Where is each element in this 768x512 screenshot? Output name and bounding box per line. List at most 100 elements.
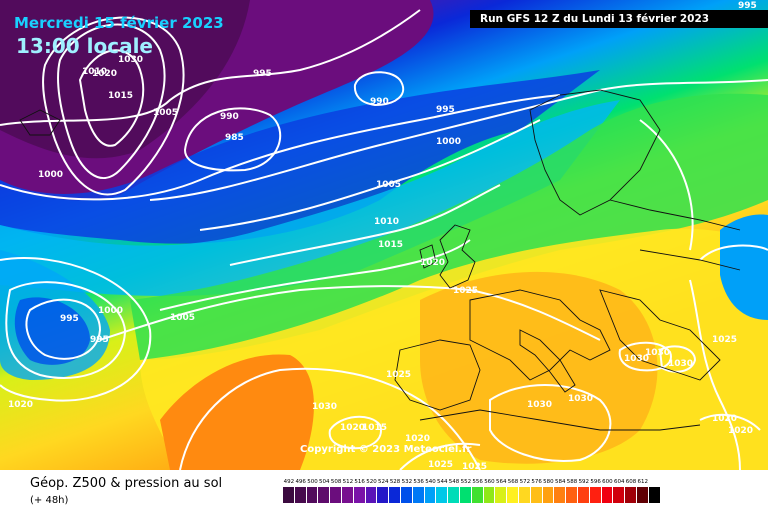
- isobar-label: 1010: [82, 67, 107, 77]
- legend-cell: 548: [448, 478, 460, 503]
- legend-swatch: [554, 487, 567, 503]
- legend-swatch: [483, 487, 496, 503]
- legend-swatch: [318, 487, 331, 503]
- legend-label: 492: [283, 479, 295, 485]
- isobar-label: 1030: [118, 55, 143, 65]
- legend-cell: 580: [542, 478, 555, 503]
- legend-cell: 508: [330, 478, 342, 503]
- legend-swatch: [294, 487, 307, 503]
- legend-label: 608: [625, 479, 637, 485]
- legend-label: 552: [460, 479, 472, 485]
- legend-swatch: [400, 487, 413, 503]
- legend-cell: 604: [613, 478, 626, 503]
- legend-swatch: [577, 487, 590, 503]
- legend-swatch: [424, 487, 437, 503]
- legend-label: 504: [319, 479, 330, 485]
- legend-cell: 556: [471, 478, 484, 503]
- legend-cell: 592: [577, 478, 590, 503]
- forecast-range: (+ 48h): [30, 495, 69, 506]
- isobar-label: 1005: [153, 108, 178, 118]
- legend-label: 508: [330, 479, 342, 485]
- isobar-label: 1000: [98, 306, 123, 316]
- legend-cell: 544: [436, 478, 449, 503]
- isobar-label: 995: [60, 314, 79, 324]
- isobar-label: 1030: [645, 348, 670, 358]
- legend-label: 580: [543, 479, 554, 485]
- legend-swatch: [495, 487, 508, 503]
- legend-swatch: [530, 487, 543, 503]
- legend-label: 596: [590, 479, 601, 485]
- legend-cell: 588: [566, 478, 578, 503]
- copyright: Copyright © 2023 Meteociel.fr: [300, 444, 472, 455]
- legend-cell: 492: [283, 478, 295, 503]
- legend-cell: 572: [518, 478, 531, 503]
- isobar-label: 1020: [712, 414, 737, 424]
- isobar-label: 995: [253, 69, 272, 79]
- legend-label: 564: [495, 479, 507, 485]
- legend-label: 572: [519, 479, 531, 485]
- legend-label: 496: [295, 479, 306, 485]
- legend-label: 512: [342, 479, 354, 485]
- coastlines: [19, 89, 741, 431]
- isobar-label: 1020: [340, 423, 365, 433]
- legend-cell: 496: [294, 478, 307, 503]
- legend-label: 548: [448, 479, 460, 485]
- atlantic-low-core: [14, 297, 90, 365]
- legend-cell: 528: [389, 478, 401, 503]
- legend-label: [649, 478, 661, 487]
- legend-label: 540: [425, 479, 436, 485]
- legend-swatch: [636, 487, 649, 503]
- isobar-label: 1020: [92, 69, 117, 79]
- isobar-label: 1020: [405, 434, 430, 444]
- legend-swatch: [377, 487, 390, 503]
- legend-label: 592: [578, 479, 590, 485]
- footer: Géop. Z500 & pression au sol (+ 48h) 492…: [0, 470, 768, 512]
- isobar-label: 1000: [38, 170, 63, 180]
- isobar-label: 1015: [108, 91, 133, 101]
- legend-cell: 500: [306, 478, 319, 503]
- legend-cell: 608: [625, 478, 637, 503]
- isobar-label: 1005: [376, 180, 401, 190]
- legend-cell: 568: [507, 478, 519, 503]
- east-low: [720, 214, 768, 320]
- legend-cell: 576: [530, 478, 543, 503]
- legend-cell: 584: [554, 478, 567, 503]
- weather-map: 1030 1020 1015 1010 1005 995 990 985 100…: [0, 0, 768, 470]
- legend-swatch: [389, 487, 401, 503]
- legend-label: 612: [637, 479, 649, 485]
- legend-label: 516: [354, 479, 365, 485]
- legend-swatch: [448, 487, 460, 503]
- legend-cell: 560: [483, 478, 496, 503]
- map-title: Géop. Z500 & pression au sol: [30, 476, 223, 491]
- isobar-label: 1010: [374, 217, 399, 227]
- legend-swatch: [353, 487, 366, 503]
- legend-swatch: [601, 487, 614, 503]
- legend-label: 532: [401, 479, 413, 485]
- isobar-label: 1025: [462, 462, 487, 470]
- legend-swatch: [507, 487, 519, 503]
- legend-swatch: [365, 487, 378, 503]
- ridge-atlantic: [160, 354, 314, 470]
- legend-label: 588: [566, 479, 578, 485]
- legend-cell: 612: [636, 478, 649, 503]
- legend-cell: 512: [341, 478, 354, 503]
- trough-core: [0, 0, 250, 159]
- isobar-label: 1030: [668, 359, 693, 369]
- legend-swatch: [412, 487, 425, 503]
- isobar-label: 995: [738, 1, 757, 11]
- forecast-date: Mercredi 15 février 2023: [14, 14, 224, 32]
- legend-label: 528: [389, 479, 401, 485]
- isobar-label: 1030: [624, 354, 649, 364]
- legend-cell: 596: [589, 478, 602, 503]
- legend-cell: 552: [459, 478, 472, 503]
- run-label: Run GFS 12 Z du Lundi 13 février 2023: [480, 13, 710, 25]
- run-info: Run GFS 12 Z du Lundi 13 février 2023: [470, 10, 768, 28]
- legend-swatch: [471, 487, 484, 503]
- forecast-time: 13:00 locale: [16, 34, 153, 58]
- legend-label: 520: [366, 479, 377, 485]
- isobar-label: 990: [370, 97, 389, 107]
- legend-swatch: [566, 487, 578, 503]
- legend-cell: 536: [412, 478, 425, 503]
- legend-label: 584: [554, 479, 566, 485]
- isobar-label: 1025: [712, 335, 737, 345]
